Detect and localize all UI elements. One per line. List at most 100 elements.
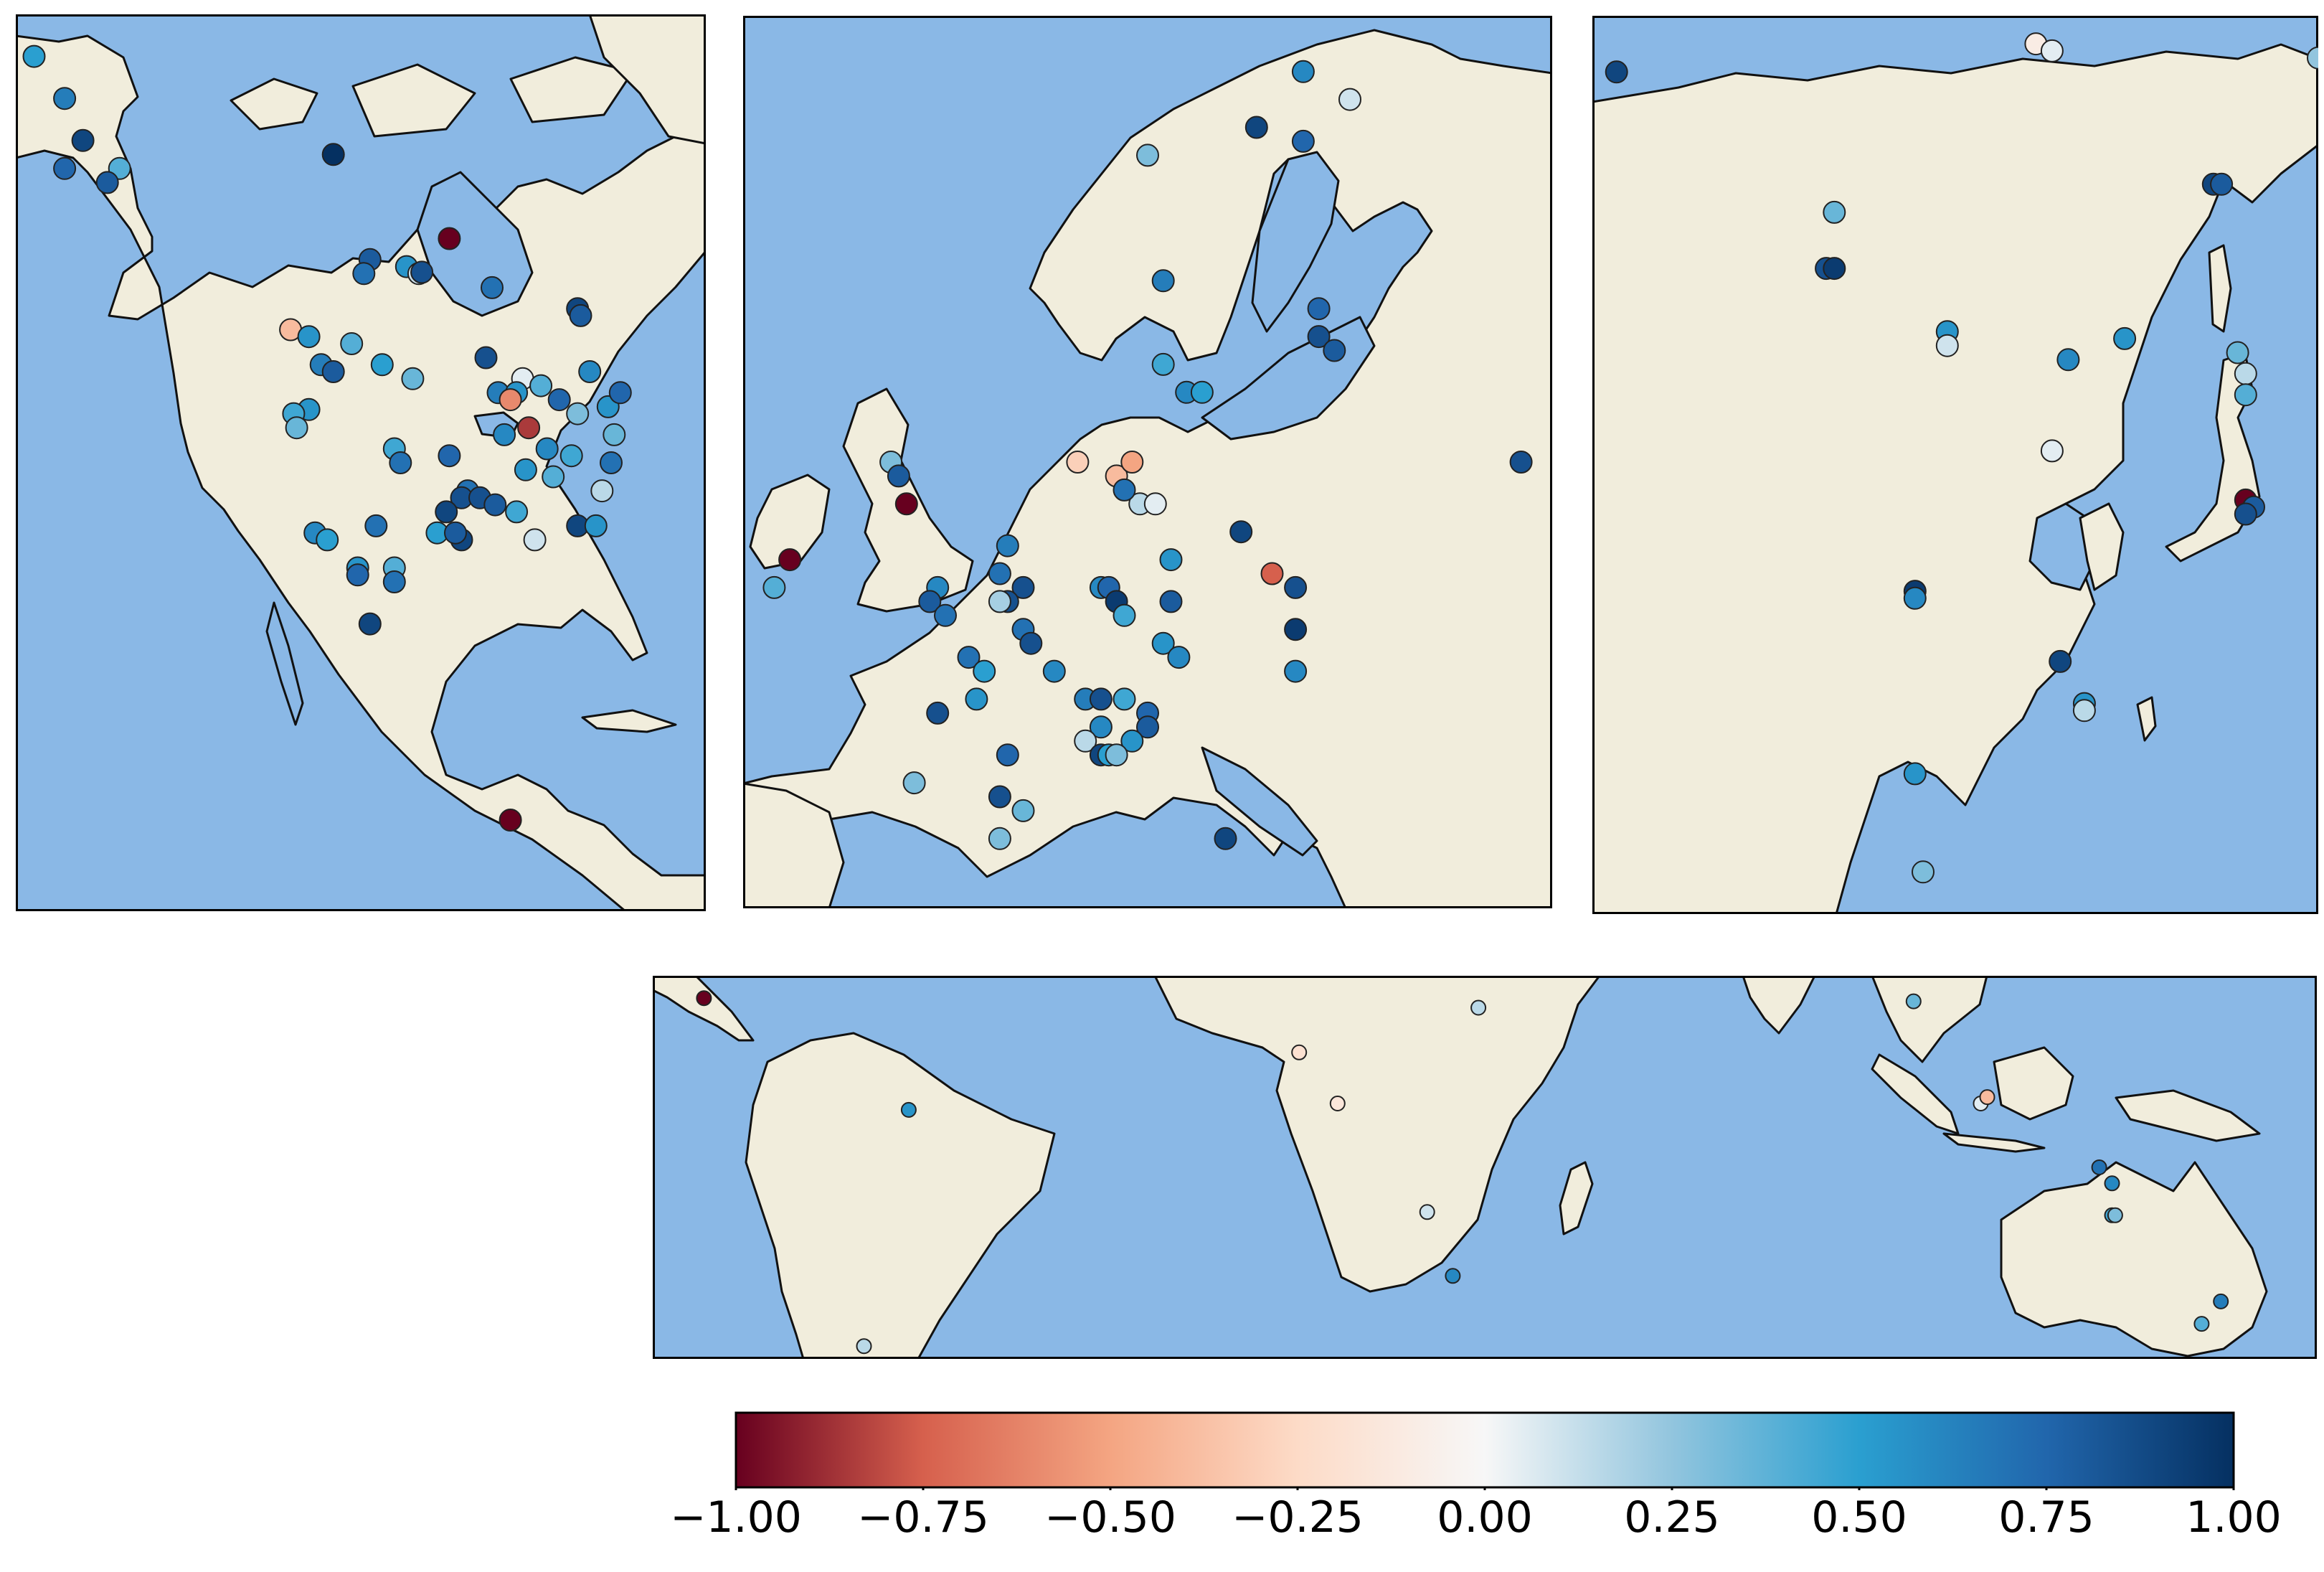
- station-marker: [321, 143, 345, 166]
- station-marker: [902, 771, 926, 795]
- colorbar-tick-label: 0.00: [1437, 1492, 1533, 1543]
- panel-frame: [16, 14, 706, 911]
- station-marker: [2056, 348, 2080, 372]
- station-marker: [1151, 269, 1175, 293]
- station-marker: [1905, 993, 1922, 1009]
- sakhalin: [2208, 244, 2232, 333]
- station-marker: [2234, 362, 2257, 385]
- station-marker: [1323, 339, 1346, 362]
- station-marker: [505, 500, 529, 524]
- station-marker: [2234, 502, 2257, 526]
- station-marker: [1903, 586, 1927, 610]
- station-marker: [364, 514, 388, 537]
- station-marker: [1903, 762, 1927, 786]
- station-marker: [1307, 325, 1331, 349]
- station-marker: [529, 374, 553, 397]
- colorbar-tick-label: −0.25: [1232, 1492, 1364, 1543]
- station-marker: [1935, 334, 1959, 357]
- station-marker: [53, 156, 77, 180]
- station-marker: [988, 562, 1011, 585]
- land-south-america: [745, 1032, 1056, 1359]
- station-marker: [2091, 1159, 2107, 1175]
- station-marker: [1284, 618, 1308, 641]
- korea: [2079, 502, 2125, 591]
- station-marker: [1190, 380, 1214, 404]
- station-marker: [894, 492, 918, 516]
- land-central-america: [653, 976, 755, 1042]
- station-marker: [2193, 1316, 2210, 1332]
- station-marker: [444, 521, 467, 545]
- station-marker: [1291, 60, 1315, 83]
- station-marker: [499, 388, 522, 412]
- station-marker: [1470, 999, 1487, 1016]
- station-marker: [1167, 646, 1191, 669]
- panel-frame: [1592, 16, 2318, 914]
- borneo: [1993, 1046, 2074, 1121]
- station-marker: [22, 44, 46, 68]
- java: [1942, 1132, 2046, 1153]
- station-marker: [1979, 1089, 1995, 1106]
- hudson-bay: [416, 171, 534, 317]
- station-marker: [988, 590, 1011, 613]
- station-marker: [493, 423, 516, 446]
- station-marker: [499, 809, 522, 832]
- station-marker: [389, 451, 412, 474]
- station-marker: [517, 416, 541, 440]
- station-marker: [2234, 383, 2257, 407]
- station-marker: [1011, 575, 1035, 599]
- map-panel-europe: [743, 16, 1552, 908]
- station-marker: [973, 659, 996, 683]
- station-marker: [514, 458, 537, 481]
- station-marker: [1074, 729, 1097, 753]
- station-marker: [438, 227, 461, 250]
- panel-frame: [653, 976, 2317, 1359]
- station-marker: [1120, 729, 1144, 753]
- station-marker: [934, 603, 957, 627]
- station-marker: [566, 402, 590, 425]
- europe-map: [743, 16, 1552, 908]
- station-marker: [535, 437, 559, 461]
- station-marker: [1089, 687, 1113, 711]
- station-marker: [2072, 699, 2096, 723]
- station-marker: [1229, 520, 1253, 544]
- station-marker: [603, 423, 626, 446]
- station-marker: [584, 514, 608, 537]
- station-marker: [435, 500, 458, 524]
- taiwan: [2136, 696, 2157, 742]
- map-panel-north-america: [16, 14, 706, 911]
- station-marker: [1151, 631, 1175, 655]
- station-marker: [957, 646, 981, 669]
- station-markers: [22, 44, 632, 832]
- station-marker: [1120, 451, 1144, 474]
- station-marker: [542, 465, 565, 489]
- station-marker: [285, 416, 308, 440]
- gulf-of-bothnia: [1251, 151, 1340, 333]
- land-north-america: [16, 34, 706, 911]
- station-marker: [578, 360, 602, 383]
- station-marker: [2104, 1175, 2120, 1192]
- station-marker: [2307, 46, 2318, 70]
- station-marker: [1284, 659, 1308, 683]
- station-marker: [918, 590, 942, 613]
- station-marker: [95, 171, 119, 194]
- station-marker: [1244, 116, 1268, 139]
- station-marker: [1105, 743, 1128, 767]
- station-marker: [996, 534, 1019, 557]
- station-marker: [926, 701, 950, 725]
- land-africa: [1153, 976, 1601, 1293]
- station-marker: [1066, 451, 1090, 474]
- colorbar-tick-label: 1.00: [2186, 1492, 2282, 1543]
- colorbar-bar: [734, 1411, 2235, 1489]
- panel-frame: [743, 16, 1552, 908]
- station-marker: [410, 260, 434, 284]
- station-marker: [71, 128, 95, 152]
- station-marker: [321, 360, 345, 383]
- station-markers: [762, 60, 1533, 850]
- station-marker: [590, 479, 614, 503]
- station-marker: [988, 827, 1011, 850]
- station-marker: [370, 353, 394, 377]
- land-asia: [1592, 43, 2318, 914]
- station-markers: [696, 990, 2229, 1355]
- station-marker: [1329, 1096, 1346, 1111]
- land-india-tip: [1742, 976, 1816, 1035]
